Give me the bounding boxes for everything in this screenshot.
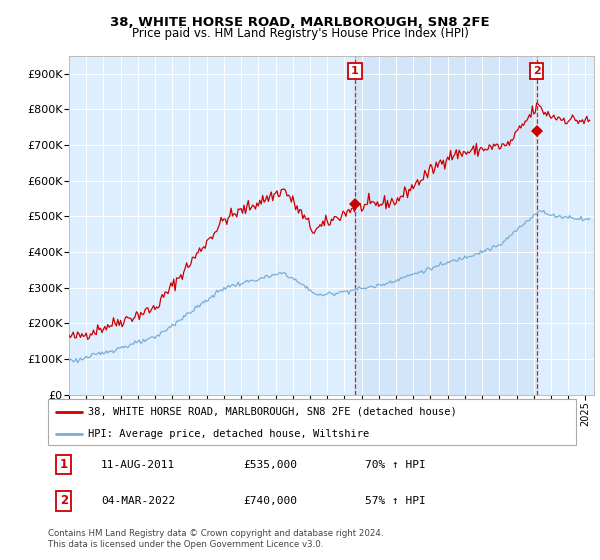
Text: 2: 2 bbox=[60, 494, 68, 507]
Text: Price paid vs. HM Land Registry's House Price Index (HPI): Price paid vs. HM Land Registry's House … bbox=[131, 27, 469, 40]
Text: HPI: Average price, detached house, Wiltshire: HPI: Average price, detached house, Wilt… bbox=[88, 429, 369, 438]
Text: 38, WHITE HORSE ROAD, MARLBOROUGH, SN8 2FE: 38, WHITE HORSE ROAD, MARLBOROUGH, SN8 2… bbox=[110, 16, 490, 29]
Text: 38, WHITE HORSE ROAD, MARLBOROUGH, SN8 2FE (detached house): 38, WHITE HORSE ROAD, MARLBOROUGH, SN8 2… bbox=[88, 407, 457, 417]
Text: £740,000: £740,000 bbox=[244, 496, 298, 506]
Bar bbox=[355, 56, 536, 395]
Text: 1: 1 bbox=[351, 66, 359, 76]
Text: Contains HM Land Registry data © Crown copyright and database right 2024.
This d: Contains HM Land Registry data © Crown c… bbox=[48, 529, 383, 549]
Text: 2: 2 bbox=[533, 66, 541, 76]
Text: £535,000: £535,000 bbox=[244, 460, 298, 470]
Text: 11-AUG-2011: 11-AUG-2011 bbox=[101, 460, 175, 470]
FancyBboxPatch shape bbox=[48, 399, 576, 445]
Text: 70% ↑ HPI: 70% ↑ HPI bbox=[365, 460, 425, 470]
Text: 1: 1 bbox=[60, 458, 68, 471]
Text: 57% ↑ HPI: 57% ↑ HPI bbox=[365, 496, 425, 506]
Text: 04-MAR-2022: 04-MAR-2022 bbox=[101, 496, 175, 506]
